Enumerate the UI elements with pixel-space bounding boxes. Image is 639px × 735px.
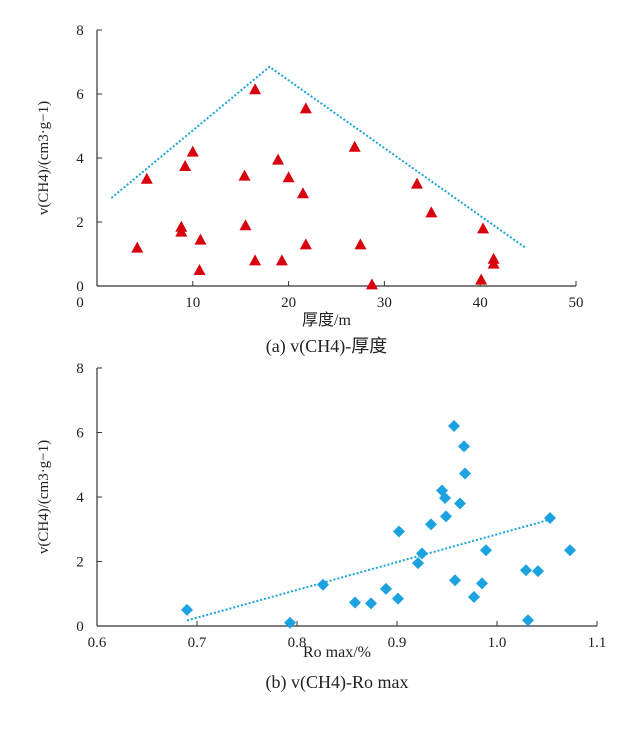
data-point [317,578,329,591]
data-point [480,544,492,557]
x-tick-label: 0.6 [88,635,107,651]
data-point [296,187,309,199]
data-point [354,238,367,250]
data-point [175,225,188,237]
data-point [458,440,470,453]
data-point [365,597,377,610]
data-point [249,254,262,266]
data-point [468,590,480,603]
envelope-line [110,65,526,249]
data-point [272,153,285,165]
data-point [239,219,252,231]
y-tick-label: 6 [76,87,84,103]
x-tick-label: 0.7 [188,635,207,651]
data-point [522,614,534,627]
data-point [181,603,193,616]
data-point [275,254,288,266]
data-point [299,102,312,114]
data-point [380,582,392,595]
data-point [532,565,544,578]
data-point [477,222,490,234]
data-point [179,160,192,171]
x-tick-label: 50 [569,295,584,311]
data-point [416,547,428,560]
data-point [459,467,471,480]
y-tick-label: 8 [76,361,84,377]
data-point [454,497,466,510]
data-point [282,171,295,183]
data-point [392,592,404,605]
x-axis-label: Ro max/% [303,644,371,661]
data-point [393,525,405,538]
data-point [284,616,296,629]
data-point [440,510,452,523]
data-point [475,273,488,285]
x-tick-label: 0.8 [288,635,307,651]
data-point [439,491,451,504]
x-axis-label: 厚度/m [302,311,351,329]
data-point [249,83,262,95]
data-point [487,257,500,269]
data-point [520,564,532,577]
data-point [238,169,251,181]
x-tick-label: 20 [281,295,296,311]
x-tick-label: 30 [377,295,392,311]
data-point [140,172,153,184]
y-tick-label: 2 [76,555,84,571]
y-tick-label: 4 [76,151,84,167]
chart-caption: (a) v(CH4)-厚度 [266,336,387,357]
data-point [131,241,144,253]
data-point [194,233,207,245]
y-tick-label: 6 [76,426,84,442]
y-tick-label: 0 [76,619,84,635]
data-point [476,577,488,590]
data-point [425,206,438,218]
data-point [193,264,206,275]
data-point [299,238,312,250]
data-point [349,596,361,609]
data-point [448,420,460,433]
x-tick-label: 10 [185,295,200,311]
chart-caption: (b) v(CH4)-Ro max [266,672,409,693]
data-point [544,511,556,524]
data-point [186,145,199,157]
x-tick-label: 40 [473,295,488,311]
data-point [425,518,437,531]
x-tick-label: 0 [76,295,84,311]
data-point [410,177,423,189]
y-axis-label: v(CH4)/(cm3·g−1) [36,101,52,215]
y-tick-label: 2 [76,215,84,231]
y-axis-label: v(CH4)/(cm3·g−1) [36,440,52,554]
data-point [365,278,378,290]
y-tick-label: 0 [76,279,84,295]
x-tick-label: 1.1 [588,635,607,651]
x-tick-label: 1.0 [488,635,507,651]
y-tick-label: 8 [76,23,84,39]
trend-line [186,518,551,622]
y-tick-label: 4 [76,490,84,506]
x-tick-label: 0.9 [388,635,407,651]
data-point [564,544,576,557]
data-point [348,140,361,152]
data-point [412,557,424,570]
data-point [449,574,461,587]
